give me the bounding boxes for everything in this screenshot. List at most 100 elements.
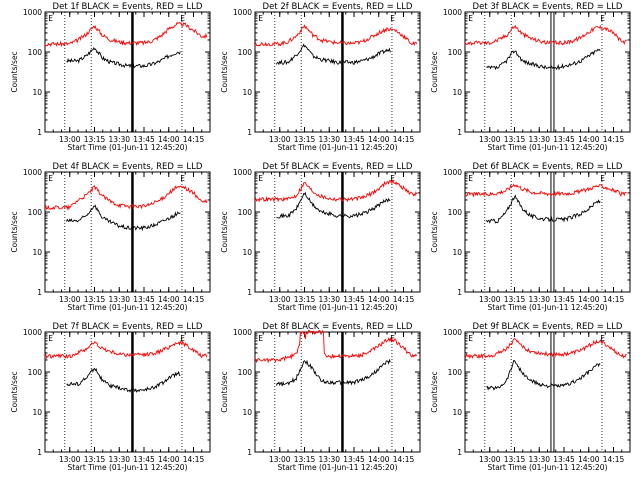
y-axis-label: Counts/sec xyxy=(220,371,229,412)
events-series-line xyxy=(275,358,391,387)
plot-frame xyxy=(44,11,211,133)
y-tick-label: 1000 xyxy=(233,168,252,177)
x-axis-label: Start Time (01-Jun-11 12:45:20) xyxy=(68,303,188,312)
event-marker: E xyxy=(258,14,263,23)
x-tick-label: 14:15 xyxy=(603,135,625,144)
chart-panel-8: Det 8f BLACK = Events, RED = LLD 1 10 100 10… xyxy=(220,322,421,472)
events-series-line xyxy=(276,191,391,219)
events-series-line xyxy=(66,367,181,394)
y-tick-label: 1 xyxy=(37,288,42,297)
y-tick-label: 100 xyxy=(238,208,253,217)
x-tick-label: 13:00 xyxy=(479,455,501,464)
x-tick-label: 13:45 xyxy=(553,455,575,464)
event-marker: E xyxy=(258,174,263,183)
x-axis-label: Start Time (01-Jun-11 12:45:20) xyxy=(68,143,188,152)
y-tick-label: 100 xyxy=(448,48,463,57)
x-tick-label: 13:30 xyxy=(318,455,340,464)
lld-series-line xyxy=(464,337,627,360)
y-tick-label: 1000 xyxy=(443,328,462,337)
event-marker: E xyxy=(390,174,395,183)
x-tick-label: 14:00 xyxy=(578,135,600,144)
chart-title: Det 2f BLACK = Events, RED = LLD xyxy=(263,2,413,12)
chart-title: Det 6f BLACK = Events, RED = LLD xyxy=(473,162,623,172)
x-tick-label: 13:45 xyxy=(133,295,155,304)
y-tick-label: 1 xyxy=(37,448,42,457)
y-tick-label: 1 xyxy=(457,128,462,137)
x-tick-label: 13:30 xyxy=(108,455,130,464)
x-tick-label: 13:15 xyxy=(294,295,316,304)
x-tick-label: 13:15 xyxy=(84,455,106,464)
x-tick-label: 13:00 xyxy=(59,455,81,464)
x-tick-label: 14:15 xyxy=(183,295,205,304)
y-tick-label: 1 xyxy=(457,448,462,457)
event-marker: E xyxy=(390,334,395,343)
x-tick-label: 14:00 xyxy=(368,135,390,144)
x-tick-label: 13:15 xyxy=(294,135,316,144)
x-tick-label: 13:30 xyxy=(108,295,130,304)
y-tick-label: 100 xyxy=(238,368,253,377)
event-marker: E xyxy=(468,334,473,343)
event-marker: E xyxy=(48,14,53,23)
lld-series-line xyxy=(44,340,208,360)
event-marker: E xyxy=(600,14,605,23)
y-tick-label: 100 xyxy=(238,48,253,57)
chart-title: Det 8f BLACK = Events, RED = LLD xyxy=(263,322,413,332)
x-tick-label: 13:45 xyxy=(553,295,575,304)
x-tick-label: 13:30 xyxy=(318,295,340,304)
plot-frame xyxy=(464,171,631,293)
x-tick-label: 14:15 xyxy=(183,135,205,144)
y-tick-label: 1 xyxy=(457,288,462,297)
y-tick-label: 1 xyxy=(37,128,42,137)
x-tick-label: 14:00 xyxy=(158,455,180,464)
events-series-line xyxy=(276,43,391,66)
x-tick-label: 13:45 xyxy=(343,295,365,304)
x-tick-label: 13:00 xyxy=(269,295,291,304)
x-tick-label: 13:30 xyxy=(528,455,550,464)
event-marker: E xyxy=(180,174,185,183)
event-marker: E xyxy=(600,174,605,183)
x-tick-label: 13:45 xyxy=(343,135,365,144)
plot-frame xyxy=(44,331,211,453)
x-tick-label: 14:00 xyxy=(578,295,600,304)
y-tick-label: 100 xyxy=(28,48,43,57)
x-axis-label: Start Time (01-Jun-11 12:45:20) xyxy=(488,463,608,472)
lld-series-line xyxy=(254,329,418,364)
y-axis-label: Counts/sec xyxy=(430,371,439,412)
x-tick-label: 14:15 xyxy=(603,295,625,304)
y-axis-label: Counts/sec xyxy=(220,51,229,92)
x-tick-label: 13:15 xyxy=(294,455,316,464)
lld-series-line xyxy=(464,183,627,198)
y-axis-label: Counts/sec xyxy=(430,211,439,252)
x-tick-label: 14:00 xyxy=(158,135,180,144)
lld-series-line xyxy=(44,185,208,211)
plot-frame xyxy=(254,331,421,453)
x-tick-label: 13:15 xyxy=(504,455,526,464)
x-tick-label: 14:15 xyxy=(393,135,415,144)
x-tick-label: 13:30 xyxy=(528,135,550,144)
y-tick-label: 10 xyxy=(32,248,42,257)
event-marker: E xyxy=(468,14,473,23)
y-tick-label: 10 xyxy=(452,88,462,97)
x-tick-label: 13:15 xyxy=(84,295,106,304)
plot-frame xyxy=(464,11,631,133)
y-tick-label: 1 xyxy=(247,448,252,457)
events-series-line xyxy=(66,47,181,69)
chart-title: Det 7f BLACK = Events, RED = LLD xyxy=(53,322,203,332)
events-series-line xyxy=(486,48,601,71)
y-tick-label: 1000 xyxy=(23,8,42,17)
event-marker: E xyxy=(600,334,605,343)
x-axis-label: Start Time (01-Jun-11 12:45:20) xyxy=(278,463,398,472)
event-marker: E xyxy=(180,14,185,23)
x-axis-label: Start Time (01-Jun-11 12:45:20) xyxy=(68,463,188,472)
x-tick-label: 13:00 xyxy=(59,295,81,304)
x-tick-label: 13:15 xyxy=(504,135,526,144)
chart-panel-5: Det 5f BLACK = Events, RED = LLD 1 10 100 10… xyxy=(220,162,421,312)
chart-panel-7: Det 7f BLACK = Events, RED = LLD 1 10 100 10… xyxy=(10,322,211,472)
chart-title: Det 4f BLACK = Events, RED = LLD xyxy=(53,162,203,172)
plot-frame xyxy=(44,171,211,293)
y-tick-label: 10 xyxy=(242,88,252,97)
x-axis-label: Start Time (01-Jun-11 12:45:20) xyxy=(278,303,398,312)
x-tick-label: 13:00 xyxy=(269,135,291,144)
x-tick-label: 14:00 xyxy=(368,455,390,464)
x-tick-label: 13:45 xyxy=(553,135,575,144)
